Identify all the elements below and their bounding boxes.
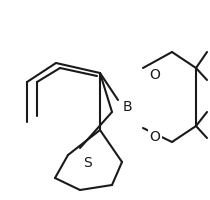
Text: S: S — [84, 156, 92, 170]
Text: O: O — [150, 130, 160, 144]
Text: O: O — [150, 68, 160, 82]
Text: B: B — [122, 100, 132, 114]
